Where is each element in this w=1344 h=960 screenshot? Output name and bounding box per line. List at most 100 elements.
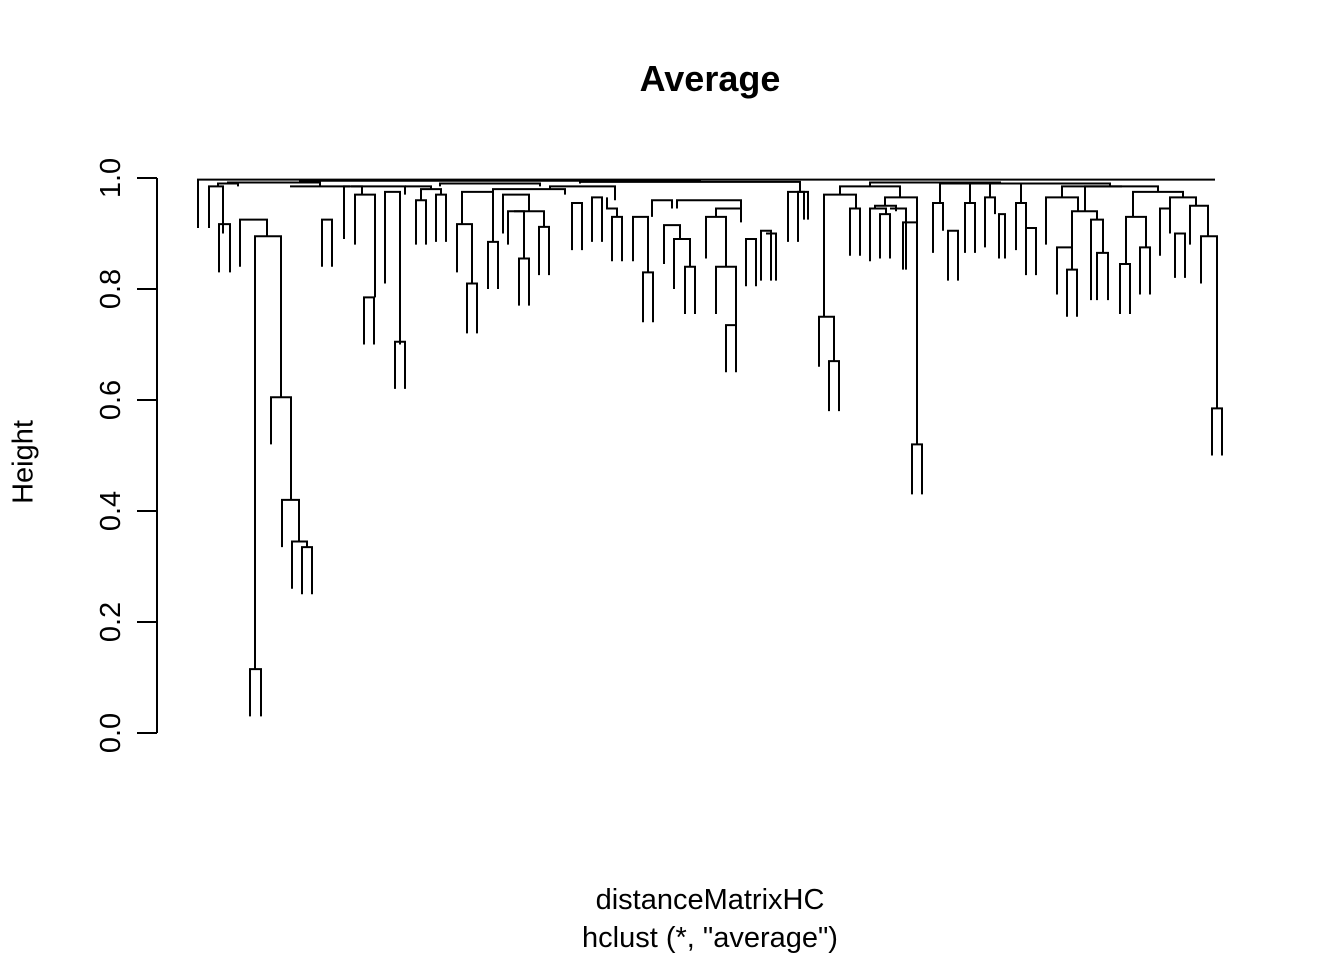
dendrogram-link-72 [947,229,959,281]
dendrogram-link-89 [1169,196,1197,209]
method-subtitle: hclust (*, "average") [582,922,838,954]
dendrogram-link-65 [869,207,887,262]
dendrogram-link-14 [394,340,406,389]
dendrogram-link-74 [984,196,996,248]
dendrogram-link-35 [351,185,406,195]
dendrogram-link-55 [766,232,777,281]
dendrogram-link-8 [301,546,313,595]
dendrogram-link-36 [415,199,427,245]
dendrogram-link-24 [818,315,835,367]
dendrogram-link-71 [932,201,944,253]
dendrogram-link-86 [1159,207,1171,256]
y-tick-label-0: 0.0 [95,713,127,753]
dendrogram-link-95 [869,181,1001,187]
dendrogram-link-42 [514,210,545,227]
dendrogram-link-96 [579,180,801,192]
dendrogram-link-6 [281,498,300,548]
dendrogram-link-25 [828,360,840,412]
dendrogram-link-79 [1045,196,1079,245]
dendrogram-link-61 [439,182,541,187]
y-tick-label-3: 0.6 [95,380,127,420]
dendrogram-link-94 [939,182,1065,203]
dendrogram-link-18 [518,257,530,306]
dendrogram-link-91 [1084,185,1159,212]
dendrogram-link-20 [642,271,654,323]
dendrogram-link-54 [760,229,772,281]
dendrogram-link-37 [435,193,447,242]
dendrogram-link-52 [705,215,727,267]
dendrogram-link-84 [1139,246,1151,295]
dendrogram-link-11 [354,193,376,298]
dendrogram-root-link [197,178,1215,228]
dendrogram-link-57 [651,199,673,217]
dendrogram-link-59 [492,188,566,195]
dendrogram-link-16 [466,282,478,334]
dendrogram-link-82 [1096,251,1109,301]
dendrogram-link-75 [998,213,1006,259]
dendrogram-link-27 [911,443,923,495]
dendrogram-link-45 [591,196,603,242]
dendrogram-link-47 [606,197,618,217]
dendrogram-link-51 [684,265,696,314]
dendrogram-link-4 [249,668,262,717]
dendrogram-link-53 [745,238,757,287]
y-axis: 0.0 0.2 0.4 0.6 0.8 1.0 [95,158,158,753]
dendrogram-link-12 [363,296,375,345]
dendrogram-link-87 [1174,232,1186,278]
y-tick-label-1: 0.2 [95,602,127,642]
dendrogram-link-78 [1025,226,1037,276]
dendrogram-link-66 [879,213,891,259]
dendrogram-link-50 [673,238,691,289]
dendrogram-link-1 [218,223,231,273]
dendrogram-link-46 [611,215,623,262]
dendrogram-link-31 [1211,407,1223,456]
dendrogram-link-40 [461,190,494,242]
dendrogram-link-44 [571,201,583,251]
dendrogram-link-22 [725,324,737,373]
dendrogram-link-83 [1119,263,1131,314]
dendrogram-link-13 [384,190,401,345]
dendrogram-link-43 [502,193,530,234]
dendrogram-link-41 [507,210,525,259]
dendrogram-link-97 [299,179,701,183]
dendrogram-link-76 [969,182,991,203]
dendrogram-link-7 [291,540,308,589]
dendrogram-link-88 [1189,204,1209,245]
dendrogram-link-68 [890,207,907,270]
dendrogram-link-48 [632,215,649,273]
dendrogram-link-64 [849,207,861,256]
dendrogram-link-62 [797,190,809,242]
dendrogram-link-15 [456,223,473,284]
dendrogram-tree [197,178,1223,717]
chart-title: Average [639,58,781,99]
dendrogram-link-93 [1020,182,1111,203]
y-tick-label-2: 0.4 [95,491,127,531]
dendrogram-link-0 [208,185,224,234]
dendrogram-link-28 [1056,246,1073,295]
dendrogram-link-81 [1090,218,1104,301]
dendrogram-link-29 [1066,268,1078,317]
dendrogram-link-26 [902,221,918,445]
dendrogram-link-2 [239,218,268,267]
x-axis-label: distanceMatrixHC [595,884,825,916]
dendrogram-link-30 [1200,235,1218,409]
dendrogram-link-49 [663,224,681,265]
dendrogram-link-70 [839,185,901,198]
dendrogram-link-60 [549,185,616,201]
dendrogram-link-17 [487,240,499,289]
dendrogram-link-39 [405,185,432,190]
dendrogram-link-85 [1125,215,1147,265]
y-axis-label: Height [7,420,40,504]
y-tick-label-4: 0.8 [95,269,127,309]
dendrogram-link-58 [676,199,742,209]
dendrogram-link-63 [823,193,857,317]
dendrogram-link-5 [270,396,292,500]
dendrogram-link-9 [321,218,333,267]
dendrogram-link-77 [1015,201,1027,251]
dendrogram-link-56 [715,207,742,223]
dendrogram-link-3 [254,235,282,670]
dendrogram-link-21 [715,265,737,326]
dendrogram-link-23 [787,190,805,242]
dendrogram-link-90 [1132,190,1184,217]
